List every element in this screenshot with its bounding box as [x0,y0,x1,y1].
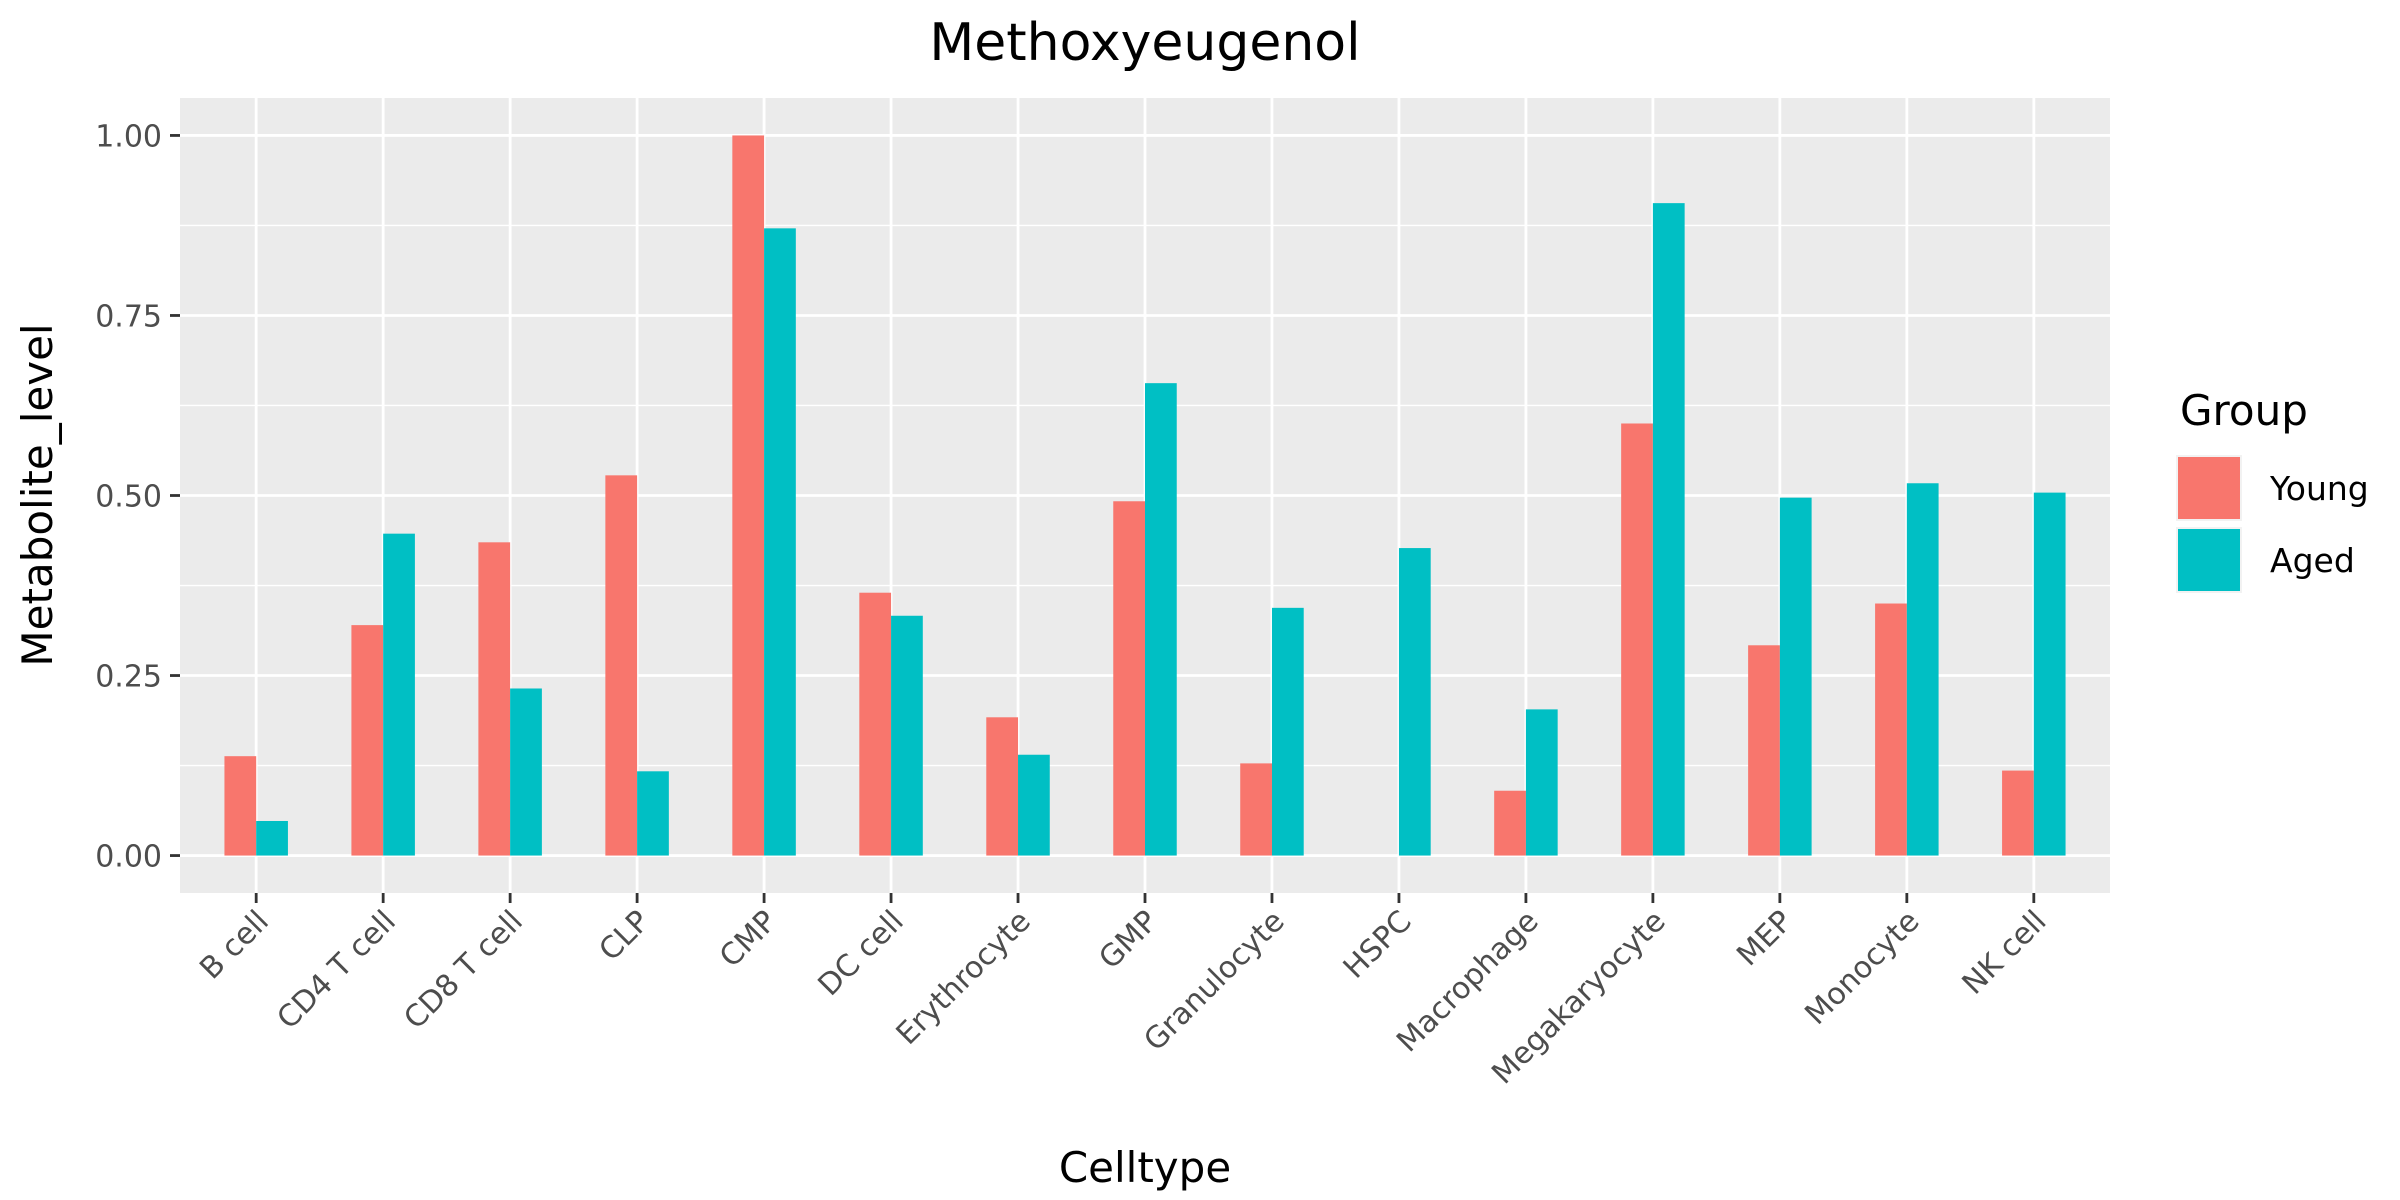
bar-aged [1271,607,1304,856]
bar-young [2002,770,2034,856]
bar-young [859,592,892,856]
legend-key-aged [2178,529,2240,591]
bar-young [351,625,384,856]
x-tick-label: NK cell [1956,904,2054,1002]
x-tick-label: CMP [713,904,784,975]
x-tick-label: Erythrocyte [890,904,1038,1052]
legend-label-young: Young [2269,469,2369,508]
x-tick-label: Monocyte [1798,904,1926,1032]
legend-title: Group [2180,386,2308,435]
legend: Group Young Aged [2176,386,2369,593]
bar-aged [256,820,288,856]
bar-aged [1525,709,1558,856]
x-tick-label: CD4 T cell [270,904,402,1036]
bar-aged [1906,483,1939,856]
bar-aged [637,771,669,856]
x-tick-label: CD8 T cell [397,904,529,1036]
bar-young [1875,603,1907,856]
bar-young [224,756,257,856]
bar-young [605,475,638,856]
bar-aged [764,228,796,856]
y-tick-label: 0.50 [95,480,162,515]
y-tick-label: 0.75 [95,299,162,334]
bar-aged [1779,497,1812,856]
x-tick-label: GMP [1092,904,1164,976]
y-tick-label: 1.00 [95,119,162,154]
legend-key-young [2178,457,2240,519]
bar-young [1748,645,1780,856]
x-tick-label: DC cell [812,904,911,1003]
legend-items: Young Aged [2176,455,2369,593]
bars [224,135,2066,856]
x-tick-label: B cell [193,904,276,987]
bar-young [1240,763,1272,856]
x-tick-label: MEP [1730,904,1799,973]
bar-aged [1145,383,1177,856]
bar-aged [510,688,542,856]
y-tick-label: 0.25 [95,660,162,695]
bar-young [986,717,1019,856]
x-axis-title: Celltype [1059,1143,1231,1192]
y-axis-title: Metabolite_level [13,323,62,666]
bar-aged [1398,548,1431,856]
bar-young [1113,501,1145,856]
bar-young [1494,790,1526,856]
bar-aged [1652,203,1685,856]
bar-young [478,542,511,856]
x-tick-label: CLP [593,904,657,968]
x-tick-label: HSPC [1337,904,1419,986]
legend-label-aged: Aged [2270,541,2355,580]
chart-title: Methoxyeugenol [929,13,1360,73]
bar-aged [1018,754,1050,856]
bar-aged [2033,492,2066,856]
y-tick-label: 0.00 [95,840,162,875]
bar-young [732,135,765,856]
bar-young [1621,423,1653,856]
bar-aged [891,615,923,856]
bar-aged [383,533,415,856]
